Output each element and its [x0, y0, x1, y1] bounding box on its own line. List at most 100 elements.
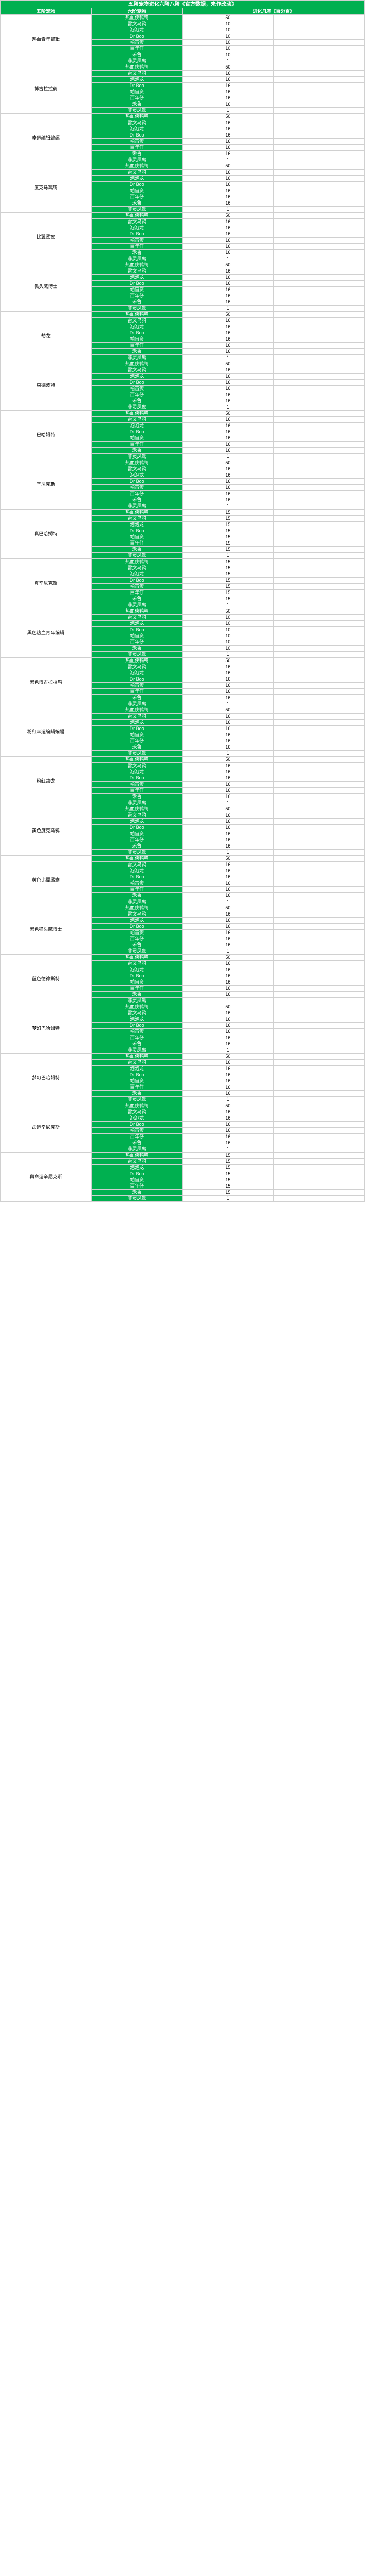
evolution-rate-cell: 16 [182, 1109, 274, 1115]
table-row: 非灵凤鸯 1 [1, 948, 365, 955]
material-name-cell: 帕宙资 [91, 732, 183, 738]
table-body: 五阶宠物进化六阶八阶《官方数据，未作改动》 五阶宠物 六阶宠物 进化几率《百分百》 热血… [0, 0, 365, 1202]
empty-cell [273, 682, 365, 689]
empty-cell [273, 373, 365, 380]
material-name-cell: 非灵凤鸯 [91, 354, 183, 361]
table-row: 雷文乌鸦 16 [1, 317, 365, 324]
evolution-rate-cell: 16 [182, 1115, 274, 1122]
evolution-rate-cell: 1 [182, 157, 274, 163]
empty-cell [273, 1047, 365, 1054]
material-name-cell: 雷文乌鸦 [91, 268, 183, 275]
evolution-rate-cell: 1 [182, 750, 274, 757]
evolution-rate-cell: 16 [182, 676, 274, 683]
empty-cell [273, 917, 365, 924]
material-name-cell: 非灵凤鸯 [91, 800, 183, 806]
table-row: 帕宙资 15 [1, 583, 365, 590]
evolution-rate-cell: 16 [182, 1028, 274, 1035]
material-name-cell: 非灵凤鸯 [91, 256, 183, 262]
material-name-cell: 泡泡龙 [91, 373, 183, 380]
empty-cell [273, 1096, 365, 1103]
empty-cell [273, 725, 365, 732]
material-name-cell: 非灵凤鸯 [91, 552, 183, 559]
pet-name-cell: 黑色博古拉拉鹤 [0, 657, 92, 707]
empty-cell [273, 886, 365, 893]
evolution-rate-cell: 16 [182, 1121, 274, 1128]
table-row: 泡泡龙 16 [1, 225, 365, 231]
table-row: 黑色热血青年编辑 热血侠鸭鸭 50 [0, 608, 365, 658]
material-name-cell: 百年仔 [91, 540, 183, 547]
table-row: 泡泡龙 16 [1, 472, 365, 479]
evolution-rate-cell: 50 [182, 212, 274, 219]
evolution-rate-cell: 16 [182, 497, 274, 503]
evolution-rate-cell: 1 [182, 206, 274, 213]
empty-cell [273, 639, 365, 646]
material-name-cell: 雷文乌鸦 [91, 169, 183, 176]
evolution-rate-cell: 16 [182, 843, 274, 850]
empty-cell [273, 738, 365, 744]
empty-cell [273, 286, 365, 293]
table-row: Dr Boo 16 [1, 1072, 365, 1078]
table-row: 雷文乌鸦 16 [1, 120, 365, 126]
evolution-rate-cell: 16 [182, 280, 274, 287]
evolution-rate-cell: 50 [182, 657, 274, 664]
empty-cell [273, 775, 365, 782]
empty-cell [273, 311, 365, 318]
material-name-cell: 百年仔 [91, 688, 183, 695]
evolution-rate-cell: 1 [182, 305, 274, 312]
evolution-rate-cell: 16 [182, 664, 274, 670]
table-row: 狐头鹰博士 热血侠鸭鸭 50 [0, 262, 365, 312]
evolution-rate-cell: 1 [182, 701, 274, 707]
material-name-cell: Dr Boo [91, 33, 183, 40]
empty-cell [273, 960, 365, 967]
evolution-rate-cell: 16 [182, 1022, 274, 1029]
material-name-cell: 帕宙资 [91, 237, 183, 244]
column-header-rate: 进化几率《百分百》 [182, 8, 365, 15]
empty-cell [273, 354, 365, 361]
empty-cell [273, 163, 365, 170]
empty-cell [273, 633, 365, 639]
table-row: 禾鲁 16 [1, 398, 365, 404]
empty-cell [273, 484, 365, 491]
empty-cell [273, 707, 365, 714]
evolution-rate-cell: 16 [182, 422, 274, 429]
empty-cell [273, 144, 365, 151]
material-name-cell: 雷文乌鸦 [91, 1010, 183, 1016]
empty-cell [273, 602, 365, 608]
material-name-cell: 禾鲁 [91, 843, 183, 850]
table-row: 帕宙资 16 [1, 336, 365, 343]
table-row: 百年仔 15 [1, 1183, 365, 1190]
evolution-rate-cell: 50 [182, 262, 274, 268]
table-row: 非灵凤鸯 1 [1, 1096, 365, 1103]
empty-cell [273, 991, 365, 998]
table-row: 禾鲁 16 [1, 793, 365, 800]
pet-name-cell: 真辛尼克斯 [0, 558, 92, 608]
empty-cell [273, 837, 365, 843]
empty-cell [273, 188, 365, 194]
evolution-rate-cell: 16 [182, 76, 274, 83]
empty-cell [273, 126, 365, 132]
empty-cell [273, 410, 365, 417]
material-name-cell: 雷文乌鸦 [91, 565, 183, 571]
evolution-rate-cell: 50 [182, 1053, 274, 1060]
evolution-rate-cell: 16 [182, 1127, 274, 1134]
empty-cell [273, 911, 365, 918]
evolution-rate-cell: 15 [182, 534, 274, 540]
empty-cell [273, 1004, 365, 1010]
evolution-rate-cell: 16 [182, 268, 274, 275]
empty-cell [273, 688, 365, 695]
empty-cell [273, 76, 365, 83]
empty-cell [273, 868, 365, 874]
evolution-rate-cell: 16 [182, 330, 274, 336]
empty-cell [273, 694, 365, 701]
material-name-cell: 非灵凤鸯 [91, 404, 183, 411]
empty-cell [273, 330, 365, 336]
evolution-rate-cell: 50 [182, 361, 274, 367]
material-name-cell: 热血侠鸭鸭 [91, 410, 183, 417]
material-name-cell: 百年仔 [91, 45, 183, 52]
material-name-cell: 百年仔 [91, 243, 183, 250]
empty-cell [273, 194, 365, 200]
evolution-rate-cell: 16 [182, 336, 274, 343]
evolution-table: 五阶宠物进化六阶八阶《官方数据，未作改动》 五阶宠物 六阶宠物 进化几率《百分百》 热血… [0, 0, 365, 1202]
evolution-rate-cell: 16 [182, 1078, 274, 1084]
empty-cell [273, 973, 365, 979]
